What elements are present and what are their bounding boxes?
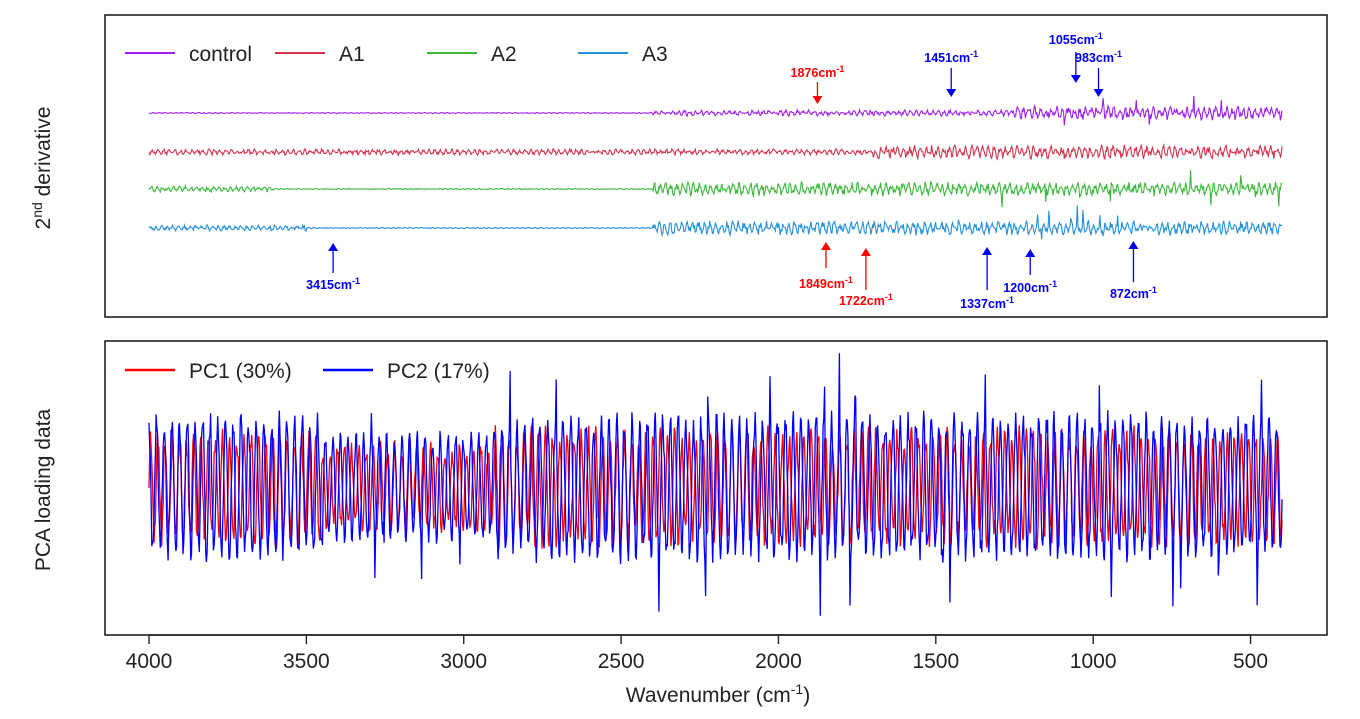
bottom-y-axis-label: PCA loading data — [32, 409, 55, 572]
annotation-label-value: 872cm — [1110, 287, 1149, 301]
annotation-label-value: 1876cm — [791, 66, 837, 80]
x-label-end: ) — [803, 684, 810, 707]
annotation-1849: 1849cm-1 — [799, 242, 853, 291]
top-legend: control A1 A2 A3 — [125, 43, 668, 66]
annotation-label: 983cm-1 — [1075, 49, 1122, 65]
annotation-label: 1200cm-1 — [1003, 279, 1057, 295]
series-line-a2 — [148, 169, 1283, 208]
annotation-label-exp: -1 — [352, 276, 360, 286]
annotation-label: 1722cm-1 — [839, 292, 893, 308]
annotation-label-value: 1451cm — [924, 51, 970, 65]
annotation-label-exp: -1 — [970, 49, 978, 59]
annotation-872: 872cm-1 — [1110, 241, 1157, 301]
annotation-983: 983cm-1 — [1075, 49, 1122, 97]
x-tick-label: 2500 — [598, 650, 645, 673]
annotation-1200: 1200cm-1 — [1003, 249, 1057, 295]
annotation-label: 1337cm-1 — [960, 295, 1014, 311]
annotation-label-exp: -1 — [1149, 285, 1157, 295]
legend-label-a3: A3 — [642, 43, 668, 66]
annotation-label-exp: -1 — [1114, 49, 1122, 59]
annotation-label: 1451cm-1 — [924, 49, 978, 65]
annotation-label: 1849cm-1 — [799, 275, 853, 291]
annotation-3415: 3415cm-1 — [306, 243, 360, 292]
top-series-group — [148, 95, 1283, 240]
annotation-label-value: 1849cm — [799, 277, 845, 291]
annotation-label-exp: -1 — [885, 292, 893, 302]
annotation-arrow-head — [1025, 249, 1036, 257]
annotation-label-exp: -1 — [836, 64, 844, 74]
annotation-label-value: 983cm — [1075, 51, 1114, 65]
x-tick-label: 3500 — [283, 650, 330, 673]
series-line-control — [148, 95, 1283, 126]
annotation-label: 1876cm-1 — [791, 64, 845, 80]
series-line-pc2 — [148, 353, 1283, 616]
annotation-label-exp: -1 — [1006, 295, 1014, 305]
x-label-sup: -1 — [791, 681, 804, 697]
annotation-label-value: 3415cm — [306, 278, 352, 292]
annotation-label-value: 1722cm — [839, 294, 885, 308]
top-y-axis-label: 2nd derivative — [29, 107, 55, 230]
bottom-panel: PC1 (30%) PC2 (17%) PCA loading data 400… — [32, 340, 1328, 707]
annotation-label: 872cm-1 — [1110, 285, 1157, 301]
annotation-arrow-head — [946, 89, 957, 97]
legend-label-a1: A1 — [339, 43, 365, 66]
annotation-1337: 1337cm-1 — [960, 247, 1014, 311]
annotation-label-exp: -1 — [1095, 31, 1103, 41]
top-y-label-sup: nd — [29, 202, 45, 218]
x-tick-label: 1000 — [1070, 650, 1117, 673]
x-tick-label: 2000 — [755, 650, 802, 673]
annotation-arrow-head — [860, 248, 871, 256]
legend-label-pc1: PC1 (30%) — [189, 360, 292, 383]
x-tick-label: 3000 — [440, 650, 487, 673]
annotation-arrow-head — [1128, 241, 1139, 249]
legend-label-control: control — [189, 43, 252, 66]
series-line-a3 — [148, 205, 1283, 240]
annotation-1055: 1055cm-1 — [1049, 31, 1103, 83]
annotation-label-value: 1337cm — [960, 297, 1006, 311]
annotation-arrow-head — [1093, 89, 1104, 97]
top-plot-frame — [104, 14, 1328, 318]
annotation-label-value: 1200cm — [1003, 281, 1049, 295]
annotation-label-value: 1055cm — [1049, 33, 1095, 47]
annotation-1722: 1722cm-1 — [839, 248, 893, 308]
x-tick-label: 1500 — [912, 650, 959, 673]
annotation-arrow-head — [1070, 75, 1081, 83]
series-line-a1 — [148, 143, 1283, 161]
annotation-1876: 1876cm-1 — [791, 64, 845, 104]
bottom-legend: PC1 (30%) PC2 (17%) — [125, 360, 490, 383]
x-axis: 4000 3500 3000 2500 2000 1500 1000 500 — [126, 634, 1268, 673]
series-line-pc1 — [148, 425, 1283, 550]
legend-label-a2: A2 — [491, 43, 517, 66]
top-y-label-rest: derivative — [32, 107, 55, 203]
legend-label-pc2: PC2 (17%) — [387, 360, 490, 383]
annotation-arrow-head — [812, 96, 823, 104]
x-label-main: Wavenumber (cm — [626, 684, 791, 707]
annotation-label-exp: -1 — [1049, 279, 1057, 289]
annotation-label: 1055cm-1 — [1049, 31, 1103, 47]
annotation-arrow-head — [820, 242, 831, 250]
x-tick-label: 4000 — [126, 650, 173, 673]
annotation-label-exp: -1 — [845, 275, 853, 285]
annotation-label: 3415cm-1 — [306, 276, 360, 292]
x-axis-label: Wavenumber (cm-1) — [626, 681, 810, 707]
bottom-series-group — [148, 353, 1283, 616]
annotation-1451: 1451cm-1 — [924, 49, 978, 97]
x-tick-label: 500 — [1233, 650, 1268, 673]
annotation-arrow-head — [328, 243, 339, 251]
annotation-arrow-head — [982, 247, 993, 255]
top-y-label-main: 2 — [32, 218, 55, 230]
